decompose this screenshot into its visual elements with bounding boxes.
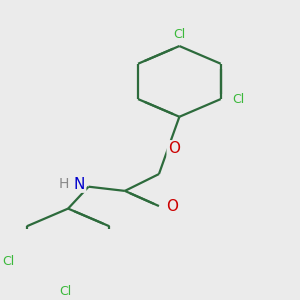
Text: O: O	[168, 141, 180, 156]
Text: H: H	[58, 177, 69, 191]
Text: O: O	[167, 199, 178, 214]
Text: Cl: Cl	[233, 93, 245, 106]
Text: N: N	[74, 177, 85, 192]
Text: Cl: Cl	[60, 285, 72, 298]
Text: Cl: Cl	[173, 28, 185, 41]
Text: Cl: Cl	[2, 255, 15, 268]
